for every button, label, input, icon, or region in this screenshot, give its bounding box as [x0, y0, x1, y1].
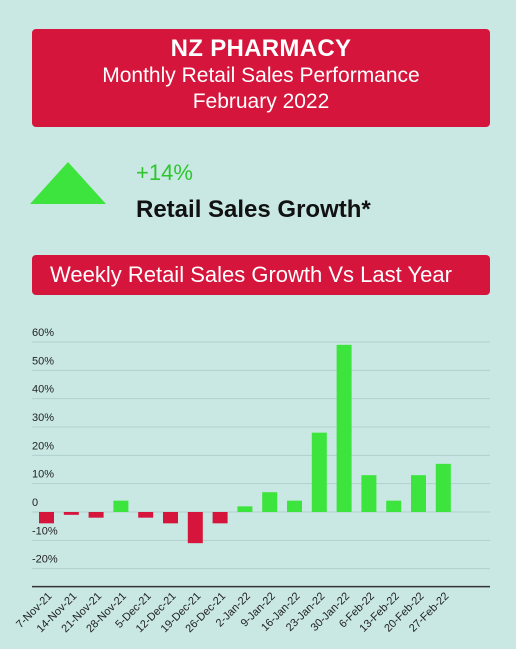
bar [311, 432, 327, 512]
bar [63, 512, 79, 515]
bar [212, 512, 228, 524]
y-tick-label: 40% [32, 384, 54, 396]
y-tick-label: -10% [32, 525, 58, 537]
up-triangle-icon [30, 162, 106, 204]
bar [435, 463, 451, 512]
bar [113, 500, 129, 512]
y-tick-label: 50% [32, 355, 54, 367]
y-tick-label: 10% [32, 469, 54, 481]
header-title: NZ PHARMACY [170, 35, 352, 62]
bar [237, 506, 253, 512]
bar [336, 344, 352, 512]
kpi-value: +14% [136, 160, 193, 185]
y-tick-label: -20% [32, 554, 58, 566]
header-period: February 2022 [192, 90, 330, 113]
y-tick-label: 20% [32, 440, 54, 452]
y-tick-label: 60% [32, 327, 54, 339]
bar [88, 512, 104, 518]
bar [361, 475, 377, 512]
y-tick-label: 0 [32, 497, 38, 509]
bar [138, 512, 154, 518]
bar [287, 500, 302, 512]
header-subtitle: Monthly Retail Sales Performance [102, 64, 420, 87]
kpi-label: Retail Sales Growth* [136, 196, 371, 223]
header-banner: NZ PHARMACY Monthly Retail Sales Perform… [32, 29, 490, 127]
section-title: Weekly Retail Sales Growth Vs Last Year [32, 255, 490, 295]
bar [411, 475, 426, 512]
bar [386, 500, 402, 512]
bar [262, 492, 278, 512]
weekly-growth-chart: -20%-10%010%20%30%40%50%60%7-Nov-2114-No… [14, 327, 490, 635]
bar [163, 512, 178, 524]
bar [39, 512, 54, 524]
bar [187, 512, 203, 544]
y-tick-label: 30% [32, 412, 54, 424]
